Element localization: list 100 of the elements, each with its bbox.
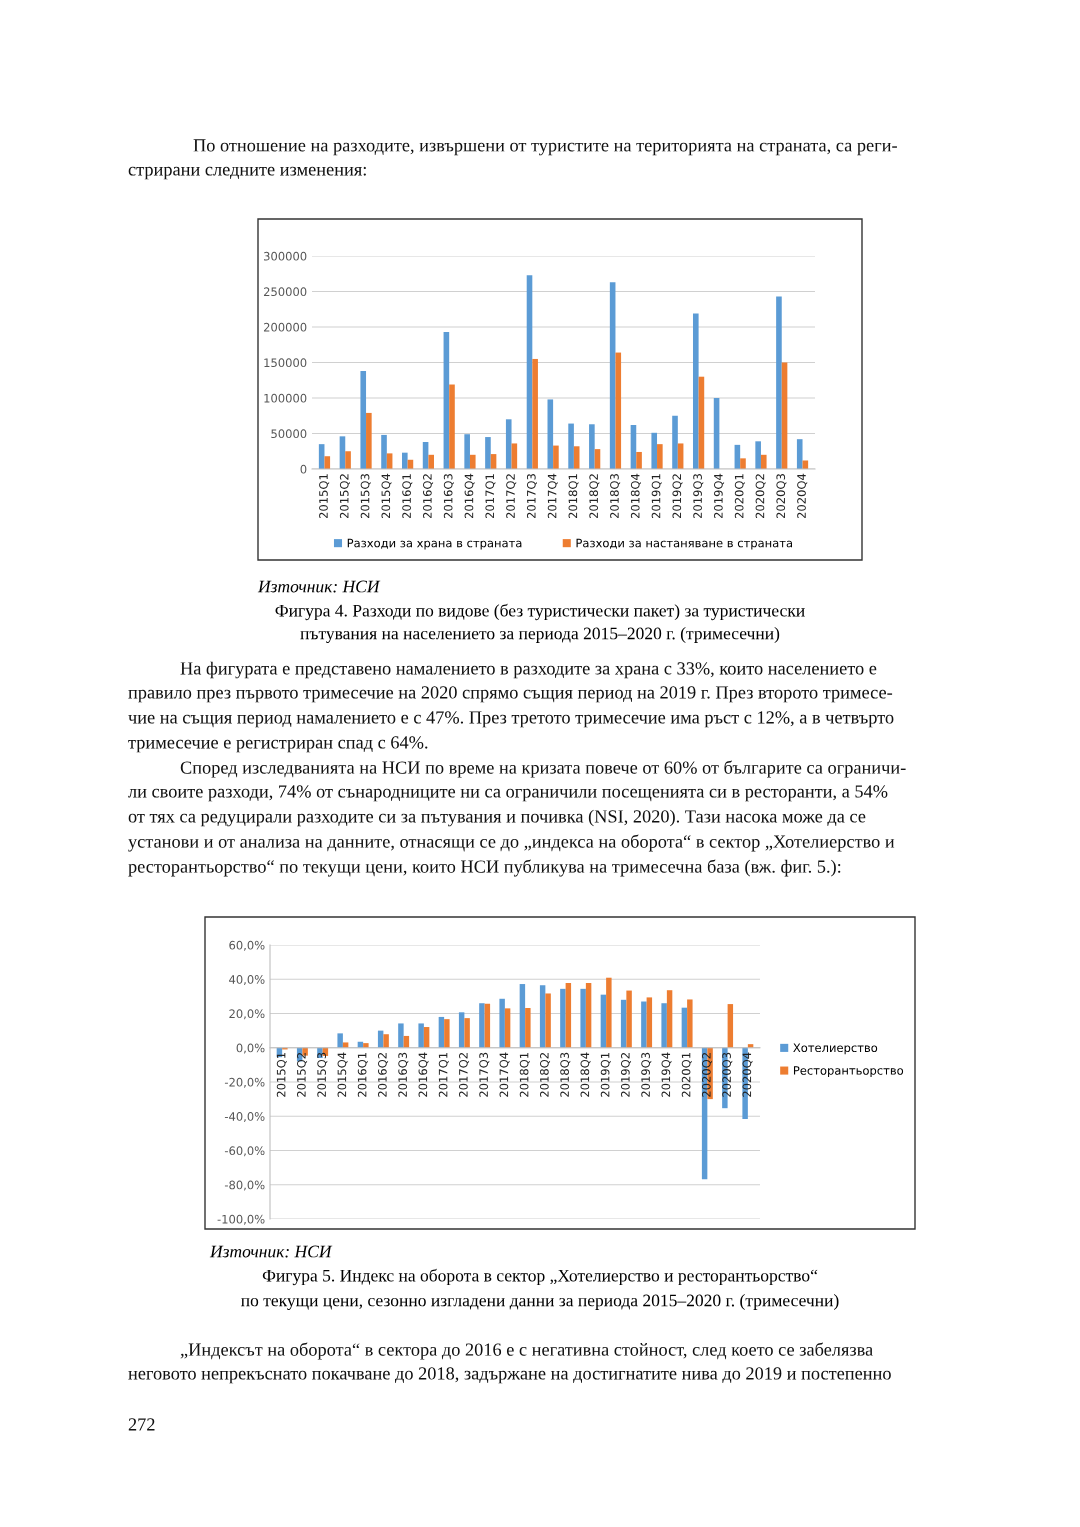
bar	[547, 399, 554, 469]
text: „Индексът на оборота“ в сектора до 2016 е с негативна стойност, след което се забелязва	[180, 1342, 873, 1360]
bar	[458, 1012, 465, 1048]
bar	[755, 441, 761, 469]
text: пътувания на населението за периода 2015–2020 г. (тримесечни)	[300, 627, 780, 643]
y-tick-label: 250000	[263, 287, 307, 297]
bar	[553, 445, 559, 469]
x-tick-label: 2020Q2	[701, 1053, 713, 1097]
bar	[666, 990, 673, 1048]
bar	[740, 458, 746, 469]
x-tick-label: 2017Q2	[506, 474, 517, 519]
x-tick-label: 2020Q4	[797, 473, 808, 519]
x-tick-label: 2018Q2	[540, 1053, 551, 1097]
bar	[525, 1008, 531, 1048]
bar	[573, 446, 580, 469]
y-tick-label: 200000	[263, 322, 307, 332]
x-tick-label: 2016Q1	[357, 1052, 368, 1097]
y-tick-label: -60,0%	[224, 1146, 265, 1157]
y-tick-label: -100,0%	[217, 1214, 265, 1225]
x-tick-label: 2019Q4	[661, 1052, 672, 1097]
x-tick-label: 2019Q1	[651, 474, 662, 519]
y-tick-label: 100000	[264, 393, 307, 403]
x-tick-label: 2017Q4	[547, 473, 558, 519]
bar	[366, 412, 372, 469]
bar	[636, 451, 642, 469]
bar	[606, 977, 612, 1048]
bar	[589, 424, 595, 469]
text: Фигура 5. Индекс на оборота в сектор „Хотелиерство и ресторантьорство“	[262, 1268, 818, 1286]
bar	[504, 1008, 511, 1048]
x-tick-label: 2020Q3	[776, 474, 787, 519]
x-tick-label: 2018Q1	[519, 1052, 530, 1097]
x-tick-label: 2020Q3	[722, 1052, 733, 1097]
x-tick-label: 2020Q1	[681, 1052, 692, 1097]
x-tick-label: 2017Q1	[438, 1052, 449, 1097]
bar	[469, 454, 476, 469]
bar	[615, 352, 622, 469]
bar	[363, 1043, 369, 1048]
x-tick-label: 2015Q3	[360, 474, 371, 519]
y-tick-label: -20,0%	[224, 1077, 265, 1088]
text: Фигура 4. Разходи по видове (без туристически пакет) за туристически	[275, 603, 805, 621]
bar	[539, 985, 546, 1048]
text: по текущи цени, сезонно изгладени данни за периода 2015–2020 г. (тримесечни)	[241, 1294, 839, 1310]
x-tick-label: 2016Q2	[423, 474, 434, 519]
x-tick-label: 2019Q4	[714, 473, 725, 519]
bar	[796, 439, 803, 469]
bar	[692, 313, 699, 469]
text: Източник: НСИ	[257, 580, 381, 593]
text: Източник: НСИ	[209, 1245, 333, 1258]
bar	[620, 999, 627, 1048]
x-tick-label: 2016Q1	[402, 474, 413, 519]
x-tick-label: 2019Q2	[620, 1053, 632, 1097]
bar	[760, 454, 767, 469]
bar	[568, 423, 574, 469]
text: Според изследванията на НСИ по време на кризата повече от 60% от българите са ограничи-	[180, 760, 906, 778]
bar	[402, 452, 408, 469]
text: ли своите разходи, 74% от сънародниците ни са ограничили посещенията си в ресторанти, а 54%	[128, 785, 888, 802]
bar	[499, 998, 505, 1048]
legend-label: Хотелиерство	[793, 1043, 878, 1055]
bar	[337, 1033, 343, 1048]
y-tick-label: -80,0%	[224, 1180, 265, 1191]
text: чие на същия период намалението е с 47%. През третото тримесечие има ръст с 12%, а в четвърто	[128, 711, 894, 728]
legend-label: Ресторантьорство	[793, 1066, 904, 1077]
x-tick-label: 2018Q4	[580, 1052, 591, 1097]
x-tick-label: 2016Q3	[398, 1052, 409, 1097]
x-tick-label: 2019Q3	[641, 1052, 652, 1097]
bar	[687, 999, 693, 1048]
x-tick-label: 2015Q1	[276, 1052, 287, 1097]
x-tick-label: 2015Q2	[297, 1053, 308, 1097]
x-tick-label: 2020Q2	[755, 474, 766, 519]
bar	[519, 984, 526, 1048]
text: от тях са редуцирали разходите си за пътувания и почивка (NSI, 2020). Тази насока може да се	[128, 809, 866, 827]
text: По отношение на разходите, извършени от туристите на територията на страната, са реги-	[193, 139, 897, 156]
bar	[324, 456, 331, 469]
x-tick-label: 2018Q4	[630, 473, 641, 519]
x-tick-label: 2019Q1	[600, 1052, 611, 1097]
x-tick-label: 2017Q4	[499, 1052, 510, 1097]
text: На фигурата е представено намалението в разходите за храна с 33%, които населението е	[180, 661, 877, 679]
bar	[560, 988, 566, 1048]
bar	[383, 1034, 389, 1048]
bar	[565, 983, 572, 1048]
bar	[418, 1023, 424, 1048]
bar	[345, 451, 351, 469]
bar	[381, 434, 387, 469]
y-tick-label: 20,0%	[229, 1009, 265, 1020]
x-tick-label: 2015Q2	[339, 474, 350, 519]
bar	[585, 983, 592, 1048]
x-tick-label: 2016Q4	[418, 1052, 429, 1097]
x-tick-label: 2019Q3	[693, 474, 704, 519]
y-tick-label: 40,0%	[229, 975, 265, 985]
bar	[646, 997, 653, 1048]
y-tick-label: 60,0%	[229, 940, 265, 951]
bar	[479, 1003, 485, 1048]
x-tick-label: 2017Q2	[459, 1053, 470, 1097]
x-tick-label: 2016Q3	[443, 474, 454, 519]
text: 272	[128, 1418, 155, 1431]
legend-label: Разходи за храна в страната	[347, 538, 522, 550]
text: установи и от анализа на данните, отнасящи се до „индекса на оборота“ в сектор „Хотелиерство и	[128, 834, 895, 852]
bar	[600, 994, 607, 1048]
bar	[545, 993, 551, 1048]
x-tick-label: 2018Q3	[560, 1052, 571, 1097]
